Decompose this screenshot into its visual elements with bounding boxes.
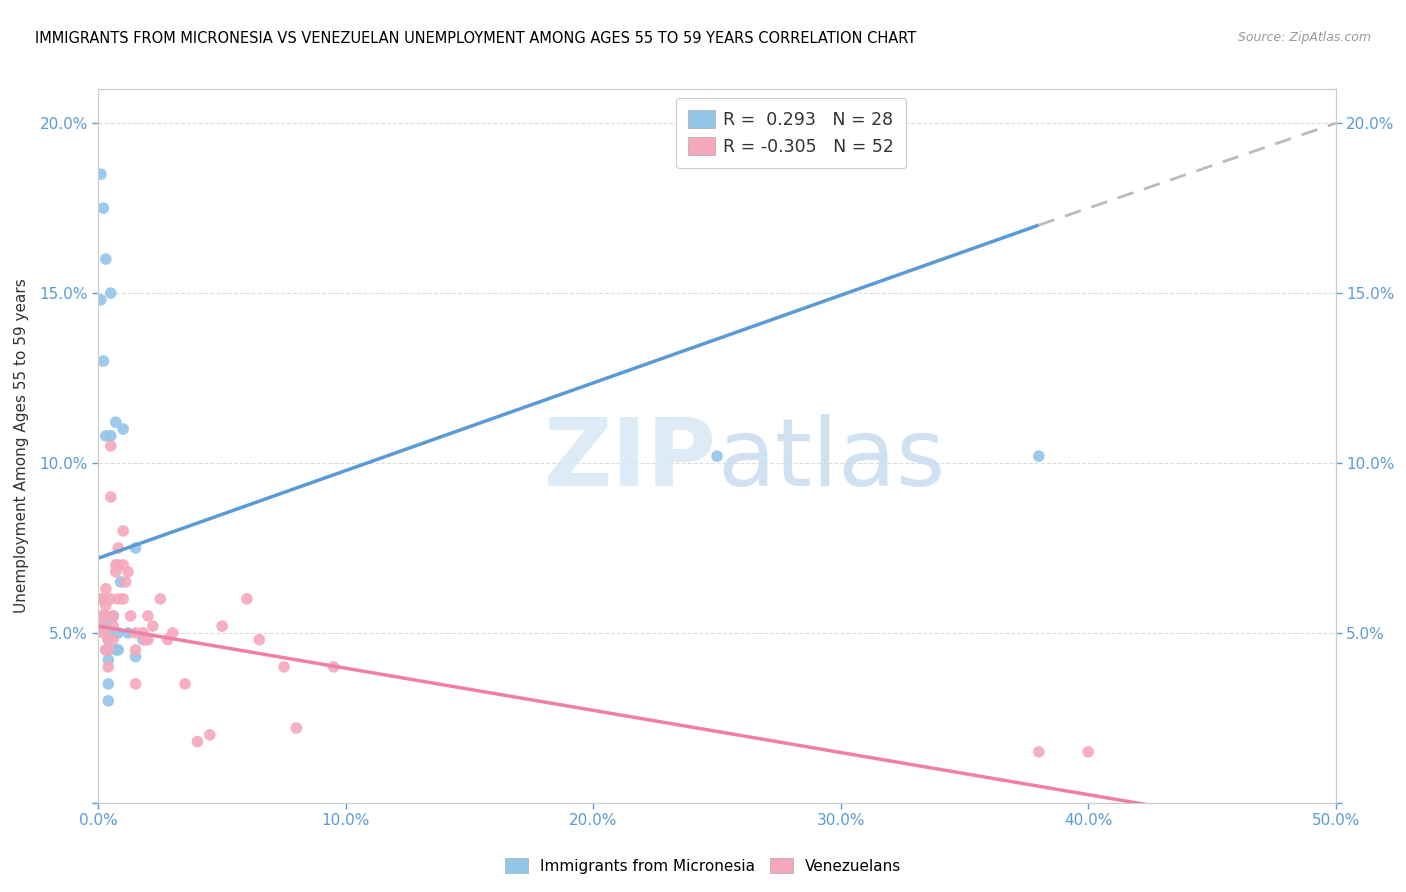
Point bbox=[112, 524, 135, 538]
Point bbox=[285, 721, 308, 735]
Point bbox=[136, 632, 159, 647]
Point bbox=[104, 415, 127, 429]
Point bbox=[93, 591, 115, 606]
Point bbox=[120, 608, 142, 623]
Point bbox=[97, 653, 120, 667]
Point bbox=[94, 643, 117, 657]
Point bbox=[134, 632, 156, 647]
Point bbox=[107, 643, 129, 657]
Point bbox=[112, 591, 135, 606]
Point bbox=[174, 677, 197, 691]
Point bbox=[90, 167, 112, 181]
Point bbox=[97, 632, 120, 647]
Point bbox=[104, 643, 127, 657]
Point bbox=[1028, 745, 1050, 759]
Point bbox=[97, 677, 120, 691]
Point bbox=[100, 490, 122, 504]
Point bbox=[236, 591, 259, 606]
Point bbox=[90, 293, 112, 307]
Legend: R =  0.293   N = 28, R = -0.305   N = 52: R = 0.293 N = 28, R = -0.305 N = 52 bbox=[676, 98, 907, 169]
Point bbox=[114, 574, 136, 589]
Point bbox=[112, 422, 135, 436]
Point bbox=[100, 591, 122, 606]
Point bbox=[104, 565, 127, 579]
Point bbox=[104, 558, 127, 572]
Point bbox=[124, 643, 146, 657]
Point bbox=[124, 677, 146, 691]
Point bbox=[149, 591, 172, 606]
Point bbox=[94, 252, 117, 266]
Point bbox=[211, 619, 233, 633]
Point bbox=[93, 608, 115, 623]
Point bbox=[322, 660, 344, 674]
Point bbox=[100, 439, 122, 453]
Point bbox=[97, 626, 120, 640]
Point bbox=[97, 660, 120, 674]
Point bbox=[162, 626, 184, 640]
Point bbox=[97, 694, 120, 708]
Point bbox=[132, 626, 155, 640]
Point bbox=[124, 649, 146, 664]
Point bbox=[107, 626, 129, 640]
Point bbox=[112, 558, 135, 572]
Point bbox=[100, 429, 122, 443]
Point bbox=[132, 632, 155, 647]
Text: IMMIGRANTS FROM MICRONESIA VS VENEZUELAN UNEMPLOYMENT AMONG AGES 55 TO 59 YEARS : IMMIGRANTS FROM MICRONESIA VS VENEZUELAN… bbox=[35, 31, 917, 46]
Point bbox=[124, 541, 146, 555]
Point bbox=[1028, 449, 1050, 463]
Point bbox=[94, 643, 117, 657]
Point bbox=[94, 429, 117, 443]
Point bbox=[107, 541, 129, 555]
Point bbox=[103, 608, 125, 623]
Point bbox=[94, 599, 117, 613]
Point bbox=[93, 201, 115, 215]
Point bbox=[93, 354, 115, 368]
Legend: Immigrants from Micronesia, Venezuelans: Immigrants from Micronesia, Venezuelans bbox=[499, 852, 907, 880]
Point bbox=[93, 626, 115, 640]
Point bbox=[90, 591, 112, 606]
Point bbox=[100, 286, 122, 301]
Point bbox=[103, 632, 125, 647]
Point bbox=[198, 728, 221, 742]
Point bbox=[117, 626, 139, 640]
Point bbox=[110, 574, 132, 589]
Point bbox=[90, 619, 112, 633]
Point bbox=[124, 626, 146, 640]
Y-axis label: Unemployment Among Ages 55 to 59 years: Unemployment Among Ages 55 to 59 years bbox=[14, 278, 28, 614]
Point bbox=[90, 608, 112, 623]
Point bbox=[136, 608, 159, 623]
Point bbox=[706, 449, 728, 463]
Point bbox=[97, 643, 120, 657]
Point bbox=[103, 608, 125, 623]
Point bbox=[273, 660, 295, 674]
Text: ZIP: ZIP bbox=[544, 414, 717, 507]
Point bbox=[1077, 745, 1099, 759]
Point bbox=[103, 619, 125, 633]
Point bbox=[107, 591, 129, 606]
Text: Source: ZipAtlas.com: Source: ZipAtlas.com bbox=[1237, 31, 1371, 45]
Point bbox=[247, 632, 270, 647]
Point bbox=[117, 565, 139, 579]
Point bbox=[186, 734, 208, 748]
Point bbox=[94, 615, 117, 630]
Text: atlas: atlas bbox=[717, 414, 945, 507]
Point bbox=[97, 632, 120, 647]
Point bbox=[107, 558, 129, 572]
Point bbox=[156, 632, 179, 647]
Point bbox=[142, 619, 165, 633]
Point bbox=[94, 582, 117, 596]
Point bbox=[94, 608, 117, 623]
